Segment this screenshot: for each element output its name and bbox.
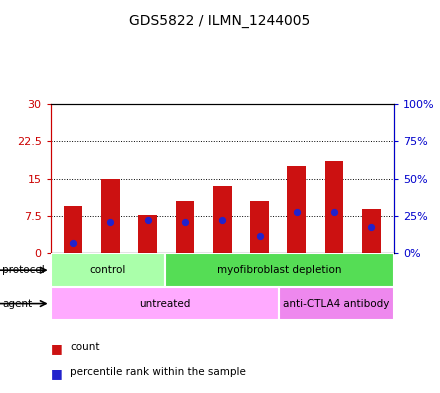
FancyBboxPatch shape [205,255,239,309]
FancyBboxPatch shape [131,255,165,309]
Text: ■: ■ [51,342,62,355]
FancyBboxPatch shape [165,253,394,287]
Text: untreated: untreated [139,299,191,309]
FancyBboxPatch shape [355,255,388,309]
Text: anti-CTLA4 antibody: anti-CTLA4 antibody [283,299,390,309]
Point [70,240,77,246]
FancyBboxPatch shape [51,253,165,287]
Text: control: control [90,265,126,275]
Text: GSM1303942: GSM1303942 [367,254,376,310]
FancyBboxPatch shape [94,255,127,309]
Bar [101,179,120,253]
Bar [325,162,344,253]
Text: GSM1276602: GSM1276602 [180,254,189,310]
Text: GSM1276600: GSM1276600 [106,254,115,310]
Bar [176,201,194,253]
Point [368,224,375,230]
Text: count: count [70,342,100,352]
Text: agent: agent [2,299,32,309]
Text: myofibroblast depletion: myofibroblast depletion [217,265,341,275]
Text: GSM1276599: GSM1276599 [69,254,77,310]
Point [144,217,151,223]
Text: percentile rank within the sample: percentile rank within the sample [70,367,246,377]
Point [107,219,114,225]
Bar [250,201,269,253]
Text: ■: ■ [51,367,62,380]
FancyBboxPatch shape [280,255,314,309]
Bar [138,215,157,253]
Text: GSM1276604: GSM1276604 [255,254,264,310]
Point [256,232,263,239]
Bar [64,206,82,253]
Text: protocol: protocol [2,265,45,275]
Text: GSM1303940: GSM1303940 [292,254,301,310]
FancyBboxPatch shape [56,255,90,309]
Point [181,219,188,225]
FancyBboxPatch shape [168,255,202,309]
Bar [362,209,381,253]
FancyBboxPatch shape [317,255,351,309]
Text: GSM1276601: GSM1276601 [143,254,152,310]
Point [219,217,226,223]
Text: GSM1303941: GSM1303941 [330,254,339,310]
Text: GDS5822 / ILMN_1244005: GDS5822 / ILMN_1244005 [129,14,311,28]
Text: GSM1276603: GSM1276603 [218,254,227,310]
FancyBboxPatch shape [279,287,394,320]
Bar [213,186,231,253]
FancyBboxPatch shape [243,255,276,309]
FancyBboxPatch shape [51,287,279,320]
Point [330,209,337,215]
Point [293,209,301,215]
Bar [287,166,306,253]
